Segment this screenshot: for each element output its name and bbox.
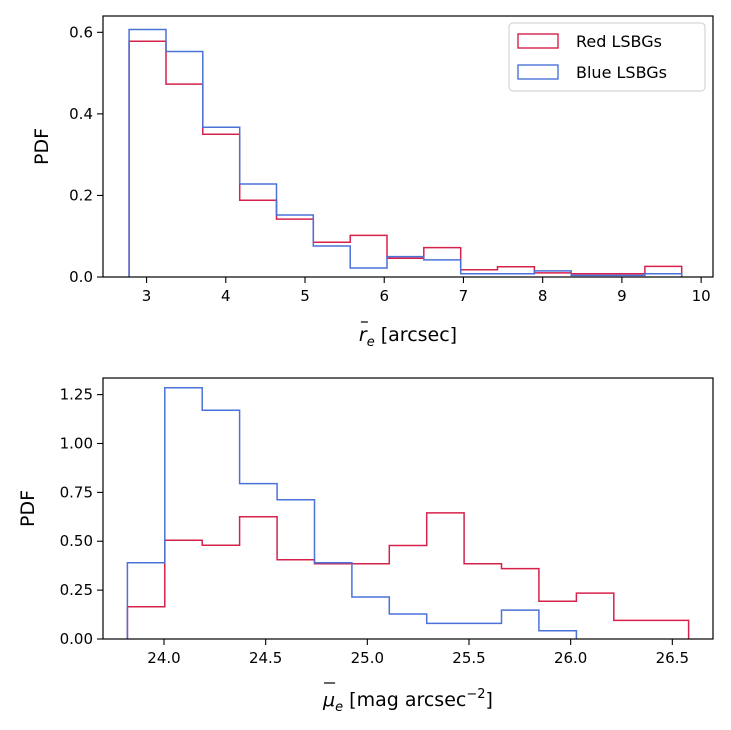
bottom-axes-frame xyxy=(102,377,714,640)
top-blue-bin-3 xyxy=(240,184,277,277)
bottom-blue-bin-8 xyxy=(427,623,464,639)
bottom-blue-bin-10 xyxy=(502,610,539,639)
bottom-blue-bin-2 xyxy=(202,410,239,639)
bottom-histogram-blue xyxy=(126,387,578,639)
top-y-tick-label-3: 0.6 xyxy=(69,23,93,41)
bottom-blue-bin-7 xyxy=(389,614,426,639)
bottom-blue-bin-1 xyxy=(165,388,202,639)
bottom-blue-bin-3 xyxy=(240,484,277,639)
bottom-histogram-red xyxy=(126,512,690,639)
top-x-axis-label: re [arcsec] xyxy=(359,324,457,350)
bottom-red-bin-14 xyxy=(651,620,688,639)
top-x-tick-label-3: 6 xyxy=(379,287,389,305)
top-blue-bin-8 xyxy=(424,260,461,277)
bottom-red-bin-8 xyxy=(427,513,464,639)
top-y-axis-label: PDF xyxy=(31,128,53,165)
top-series-layer xyxy=(128,28,683,278)
top-blue-bin-11 xyxy=(534,271,571,277)
top-x-tick-label-5: 8 xyxy=(538,287,548,305)
bottom-x-tick-label-1: 24.5 xyxy=(249,649,282,667)
bottom-y-tick-label-5: 1.25 xyxy=(60,386,93,404)
bottom-y-tick-label-1: 0.25 xyxy=(60,581,93,599)
bottom-x-tick-label-3: 25.5 xyxy=(452,649,485,667)
bottom-y-tick-label-4: 1.00 xyxy=(60,434,93,452)
bottom-x-tick-label-0: 24.0 xyxy=(147,649,180,667)
top-blue-bin-6 xyxy=(350,268,387,277)
bottom-ticks-layer: 24.0 24.5 25.0 25.5 26.0 26.5 0.00 0.25 0.50 0.75… xyxy=(60,386,689,667)
top-axes-frame xyxy=(102,15,714,278)
bottom-blue-bin-11 xyxy=(539,631,576,639)
top-y-tick-label-0: 0.0 xyxy=(69,268,93,286)
top-x-tick-label-2: 5 xyxy=(300,287,310,305)
bottom-x-tick-label-2: 25.0 xyxy=(351,649,384,667)
top-blue-bin-0 xyxy=(129,30,166,278)
bottom-x-tick-label-5: 26.5 xyxy=(656,649,689,667)
top-x-subscript: e xyxy=(367,335,375,350)
bottom-x-tick-label-4: 26.0 xyxy=(554,649,587,667)
top-blue-bin-5 xyxy=(313,246,350,277)
bottom-blue-bin-4 xyxy=(277,500,314,639)
top-ticks-layer: 3 4 5 6 7 8 9 10 0.0 0.2 0.4 0.6 xyxy=(69,23,711,305)
legend-swatch-red xyxy=(517,33,559,49)
top-x-symbol: r xyxy=(359,324,368,346)
bottom-blue-bin-5 xyxy=(315,563,352,639)
legend-label-blue: Blue LSBGs xyxy=(576,63,667,82)
bottom-x-tail: ] xyxy=(486,689,493,711)
legend-swatch-blue xyxy=(517,64,559,80)
top-y-tick-label-1: 0.2 xyxy=(69,186,93,204)
top-x-tick-label-0: 3 xyxy=(142,287,152,305)
bottom-series-layer xyxy=(126,387,690,639)
top-blue-bin-2 xyxy=(203,127,240,277)
bottom-y-tick-label-3: 0.75 xyxy=(60,483,93,501)
bottom-x-symbol: μ xyxy=(322,689,335,711)
bottom-x-superscript: −2 xyxy=(466,687,485,702)
bottom-x-axis-label: μe [mag arcsec−2] xyxy=(322,687,493,715)
bottom-y-tick-label-2: 0.50 xyxy=(60,532,93,550)
top-blue-bin-4 xyxy=(277,215,314,277)
top-blue-bin-7 xyxy=(387,257,424,277)
bottom-x-subscript: e xyxy=(335,700,343,715)
bottom-blue-bin-6 xyxy=(352,597,389,639)
top-x-tick-label-4: 7 xyxy=(459,287,469,305)
top-x-unit: [arcsec] xyxy=(375,324,457,346)
bottom-blue-bin-9 xyxy=(464,623,501,639)
bottom-blue-bin-0 xyxy=(127,563,164,639)
top-x-tick-label-1: 4 xyxy=(221,287,231,305)
bottom-panel: 24.0 24.5 25.0 25.5 26.0 26.5 0.00 0.25 0.50 0.75… xyxy=(17,377,714,715)
top-x-tick-label-7: 10 xyxy=(692,287,711,305)
bottom-red-bin-12 xyxy=(576,593,613,639)
top-x-tick-label-6: 9 xyxy=(617,287,627,305)
top-histogram-blue xyxy=(128,28,683,277)
top-y-tick-label-2: 0.4 xyxy=(69,105,93,123)
top-legend: Red LSBGs Blue LSBGs xyxy=(508,22,706,92)
top-blue-bin-1 xyxy=(166,52,203,278)
bottom-y-tick-label-0: 0.00 xyxy=(60,630,93,648)
bottom-y-axis-label: PDF xyxy=(17,490,39,527)
bottom-x-unit: [mag arcsec xyxy=(343,689,466,711)
bottom-red-bin-13 xyxy=(614,620,651,639)
top-panel: 3 4 5 6 7 8 9 10 0.0 0.2 0.4 0.6 PDF re [arcsec] Re… xyxy=(31,15,714,350)
legend-label-red: Red LSBGs xyxy=(576,32,662,51)
